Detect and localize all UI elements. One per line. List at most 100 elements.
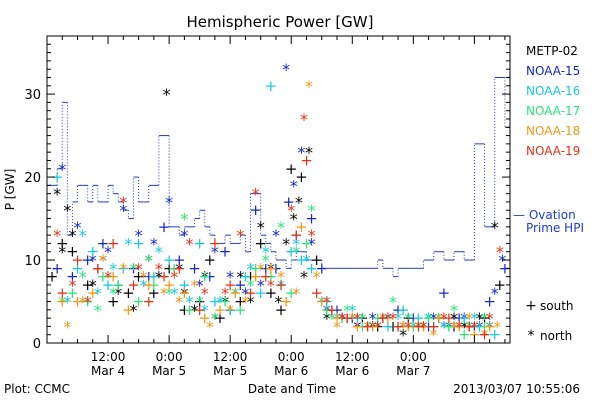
data-point: * [374, 317, 382, 336]
data-point: + [173, 259, 186, 277]
data-point: + [117, 259, 130, 277]
data-point: + [463, 317, 476, 335]
plot-frame [46, 35, 511, 344]
data-point: + [265, 268, 278, 286]
marker-key-symbol: * [528, 328, 535, 344]
data-point: + [351, 309, 364, 327]
data-point: * [170, 284, 178, 303]
x-tick-label: 0:00 [156, 350, 183, 364]
data-point: + [458, 326, 471, 344]
data-point: + [392, 317, 405, 335]
plot-timestamp: 2013/03/07 10:55:06 [453, 382, 580, 396]
x-axis-label: Date and Time [248, 382, 336, 396]
x-tick-date-label: Mar 5 [213, 364, 247, 378]
data-point: + [56, 293, 69, 311]
data-point: * [206, 317, 214, 336]
data-point: + [300, 234, 313, 252]
data-point: * [257, 218, 265, 237]
data-point: + [158, 218, 171, 236]
data-point: + [51, 259, 64, 277]
data-point: + [107, 268, 120, 286]
data-point: + [392, 301, 405, 319]
data-point: + [326, 301, 339, 319]
data-point: * [201, 301, 209, 320]
data-point: * [236, 226, 244, 245]
data-point: + [265, 284, 278, 302]
data-point: + [382, 317, 395, 335]
satellite-points: **************************** * * * ** * * * * * * *… [46, 60, 511, 345]
data-point: + [92, 259, 105, 277]
data-point: + [295, 218, 308, 236]
data-point: * [119, 201, 127, 220]
data-point: * [475, 309, 483, 328]
data-point: * [241, 293, 249, 312]
data-point: * [104, 243, 112, 262]
data-point: * [226, 301, 234, 320]
data-point: + [392, 317, 405, 335]
data-point: + [326, 301, 339, 319]
data-point: + [377, 309, 390, 327]
data-point: + [346, 309, 359, 327]
data-point: * [290, 176, 298, 195]
data-point: + [259, 268, 272, 286]
data-point: * [99, 251, 107, 270]
data-point: + [310, 284, 323, 302]
data-point: * [290, 210, 298, 229]
data-point: * [481, 326, 489, 345]
data-point: + [371, 317, 384, 335]
data-point: + [163, 251, 176, 269]
data-point: + [417, 317, 430, 335]
data-point: * [231, 284, 239, 303]
legend-entry: NOAA-17 [526, 104, 580, 118]
data-point: + [107, 234, 120, 252]
data-point: * [328, 309, 336, 328]
data-point: + [56, 284, 69, 302]
data-point: + [351, 317, 364, 335]
data-point: * [247, 293, 255, 312]
x-tick-label: 12:00 [91, 350, 126, 364]
data-point: * [124, 234, 132, 253]
data-point: + [112, 276, 125, 294]
data-point: + [214, 309, 227, 327]
data-point: * [114, 284, 122, 303]
x-tick-date-label: Mar 7 [396, 364, 430, 378]
data-point: * [155, 268, 163, 287]
data-point: + [270, 259, 283, 277]
data-point: * [399, 326, 407, 345]
data-point: + [122, 284, 135, 302]
data-point: + [432, 309, 445, 327]
data-point: + [478, 317, 491, 335]
data-point: * [236, 268, 244, 287]
data-point: * [211, 243, 219, 262]
data-point: + [427, 317, 440, 335]
data-point: * [394, 309, 402, 328]
data-point: + [397, 301, 410, 319]
data-point: + [163, 259, 176, 277]
data-point: + [81, 276, 94, 294]
data-point: + [285, 160, 298, 178]
data-point: * [63, 201, 71, 220]
data-point: * [465, 317, 473, 336]
data-point: * [369, 309, 377, 328]
data-point: * [150, 234, 158, 253]
data-point: + [285, 243, 298, 261]
data-point: * [201, 268, 209, 287]
data-point: * [430, 309, 438, 328]
data-point: * [348, 309, 356, 328]
data-point: * [455, 317, 463, 336]
data-point: + [483, 317, 496, 335]
data-point: + [453, 317, 466, 335]
data-point: * [68, 276, 76, 295]
chart-title: Hemispheric Power [GW] [187, 13, 374, 31]
data-point: * [257, 276, 265, 295]
data-point: * [180, 210, 188, 229]
data-point: * [74, 218, 82, 237]
marker-key-label: south [540, 299, 574, 313]
data-point: * [460, 309, 468, 328]
data-point: + [377, 309, 390, 327]
data-point: * [420, 317, 428, 336]
data-point: + [295, 168, 308, 186]
data-point: + [97, 234, 110, 252]
data-point: + [254, 234, 267, 252]
